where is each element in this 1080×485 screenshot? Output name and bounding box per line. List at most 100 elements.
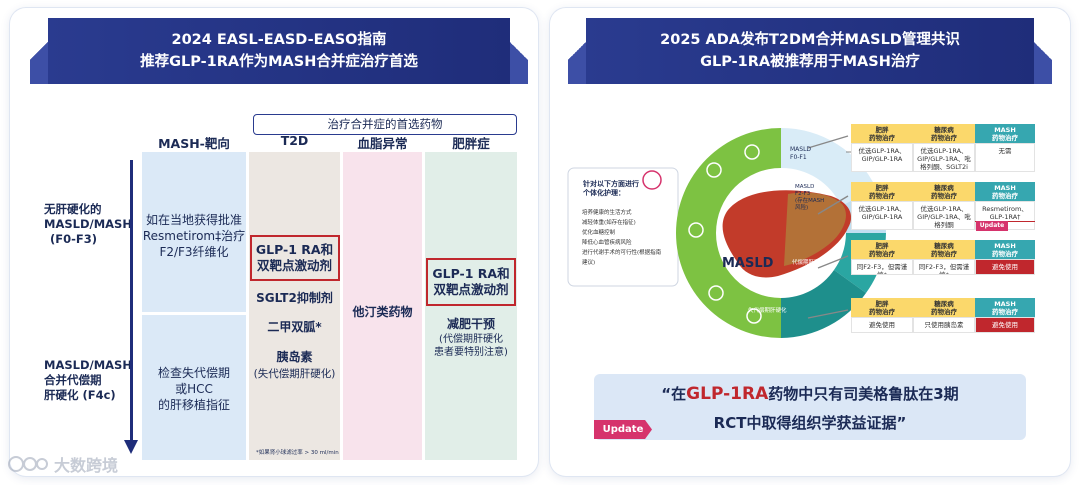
care-item: 培养健康的生活方式 (582, 210, 632, 216)
scale-icon (688, 222, 704, 238)
mash-column-bg (142, 152, 246, 460)
t2d-glp1-highlight-box (250, 235, 340, 281)
mash-row1-line: F2/F3纤维化 (159, 245, 229, 259)
t2d-insulin: 胰岛素 (276, 350, 313, 364)
table-header-cell: 糖尿病 药物治疗 (913, 240, 975, 259)
table-header-line: MASH (994, 126, 1016, 134)
table-header-cell: MASH 药物治疗 (975, 298, 1035, 317)
col-header-mash: MASH-靶向 (158, 136, 230, 151)
stage-label-line: F2-F3 (795, 191, 811, 197)
liver-fibrosis-overlay (784, 192, 846, 266)
row1-label-line: MASLD/MASH (44, 217, 132, 231)
obesity-glp1-line: GLP-1 RA和 (432, 266, 510, 281)
table-header-line: 药物治疗 (869, 308, 895, 316)
table-body-cell: 同F2-F3，但需谨慎* (851, 259, 913, 275)
row2-label-line: MASLD/MASH (44, 358, 132, 372)
table-header-line: 糖尿病 (934, 184, 954, 192)
table-header-line: 药物治疗 (931, 192, 957, 200)
row2-label-line: 合并代偿期 (44, 373, 102, 387)
table-header-line: 药物治疗 (992, 134, 1018, 142)
stage-connector-4 (807, 309, 849, 319)
t2d-glp1-text: GLP-1 RA和 双靶点激动剂 (249, 242, 340, 274)
heart-icon (708, 285, 724, 301)
table-header-line: MASH (994, 242, 1016, 250)
obesity-glp1-text: GLP-1 RA和 双靶点激动剂 (425, 266, 517, 298)
obesity-weight-intervention: 减肥干预 (446, 317, 495, 331)
obesity-note-line: 患者要特别注意) (434, 347, 508, 358)
table-header-line: 药物治疗 (931, 250, 957, 258)
masld-center-label: MASLD (722, 256, 774, 271)
care-title-line: 个体化护理： (583, 189, 625, 197)
right-title-line1: 2025 ADA发布T2DM合并MASLD管理共识 (660, 32, 960, 48)
right-title-line2: GLP-1RA被推荐用于MASH治疗 (700, 54, 920, 70)
watermark-text: 大数跨境 (54, 456, 119, 475)
mash-row1-line: Resmetirom‡治疗 (142, 229, 246, 243)
table-header-line: 糖尿病 (934, 126, 954, 134)
table-header-cell: 糖尿病 药物治疗 (913, 124, 975, 143)
stage-label-decompensated: 失代偿期肝硬化 (748, 308, 787, 314)
mash-row1-text: 如在当地获得批准 Resmetirom‡治疗 F2/F3纤维化 (142, 212, 246, 260)
care-item: 进行代谢手术的可行性(根据指南建议) (582, 250, 662, 266)
table-header-line: MASH (994, 300, 1016, 308)
quote-box (594, 374, 1026, 440)
mash-divider (142, 312, 246, 315)
obesity-note-line: (代偿期肝硬化 (439, 334, 503, 345)
table-header-line: 药物治疗 (869, 250, 895, 258)
care-item: 降低心血管疾病风险 (582, 240, 632, 246)
stage-label-f2-f3: MASLD F2-F3 (存在MASH 风险) (795, 184, 824, 212)
left-title-banner: 2024 EASL-EASD-EASO指南 推荐GLP-1RA作为MASH合并症… (30, 18, 528, 84)
table-body-cell: 只使用胰岛素 (913, 317, 975, 333)
stage-label-line: F0-F1 (790, 154, 807, 161)
table-header-line: 糖尿病 (934, 300, 954, 308)
mash-row2-line: 检查失代偿期 (157, 366, 230, 380)
table-header-line: 药物治疗 (869, 192, 895, 200)
table-header-line: 药物治疗 (992, 308, 1018, 316)
stage-label-line: (存在MASH (795, 198, 825, 204)
care-item: 优化血糖控制 (582, 230, 616, 236)
t2d-glp1-line: GLP-1 RA和 (255, 242, 334, 257)
obesity-column-bg (425, 152, 517, 460)
clipboard-icon (744, 144, 760, 160)
table-header-line: 肥胖 (875, 184, 889, 192)
stage-connector-3 (817, 255, 849, 269)
t2d-footnote: *如果肾小球滤过率 > 30 ml/min (256, 450, 339, 456)
table-header-line: 糖尿病 (934, 242, 954, 250)
table-header-cell: MASH 药物治疗 (975, 182, 1035, 201)
table-header-line: 药物治疗 (992, 192, 1018, 200)
table-body-cell: 优选GLP-1RA、GIP/GLP-1RA、吡格列酮、SGLT2i (913, 143, 975, 172)
table-header-cell: 肥胖 药物治疗 (851, 298, 913, 317)
care-list: 培养健康的生活方式 减轻体重(如存在指征) 优化血糖控制 降低心血管疾病风险 进… (582, 208, 666, 268)
col-header-lipid: 血脂异常 (357, 136, 408, 151)
table-header-cell: 肥胖 药物治疗 (851, 124, 913, 143)
table-header-line: 药物治疗 (931, 308, 957, 316)
care-item: 减轻体重(如存在指征) (582, 220, 636, 226)
mash-row2-line: 或HCC (175, 382, 213, 396)
quote-line1: “在GLP-1RA药物中只有司美格鲁肽在3期 (594, 383, 1026, 404)
stage-connector-2 (817, 195, 849, 215)
left-title-line2: 推荐GLP-1RA作为MASH合并症治疗首选 (140, 54, 418, 70)
col-header-t2d: T2D (280, 133, 309, 148)
stage-label-line: MASLD (790, 146, 812, 153)
stage-label-f0-f1: MASLD F0-F1 (790, 146, 811, 162)
t2d-sglt2: SGLT2抑制剂 (256, 291, 333, 305)
table-body-cell: 避免使用 (975, 317, 1035, 333)
obesity-glp1-highlight-box (426, 258, 516, 306)
preferred-drugs-header: 治疗合并症的首选药物 (253, 114, 517, 135)
table-header-line: MASH (994, 184, 1016, 192)
ring-segment-4 (781, 270, 866, 338)
row2-label-line: 肝硬化 (F4c) (44, 388, 116, 402)
t2d-metformin: 二甲双胍* (267, 320, 322, 334)
table-header-line: 药物治疗 (992, 250, 1018, 258)
stage-label-compensated: 代偿期肝硬化 (792, 260, 826, 266)
quote-highlight: GLP-1RA (686, 384, 769, 404)
row2-label: MASLD/MASH 合并代偿期 肝硬化 (F4c) (44, 358, 132, 403)
table-header-cell: MASH 药物治疗 (975, 124, 1035, 143)
table-header-line: 肥胖 (875, 242, 889, 250)
table-body-cell: 优选GLP-1RA、GIP/GLP-1RA (851, 201, 913, 230)
table-header-line: 肥胖 (875, 300, 889, 308)
table-header-cell: 糖尿病 药物治疗 (913, 298, 975, 317)
quote-pre: “在 (661, 385, 687, 403)
table-header-cell: MASH 药物治疗 (975, 240, 1035, 259)
watermark: 大数跨境 (6, 452, 118, 476)
